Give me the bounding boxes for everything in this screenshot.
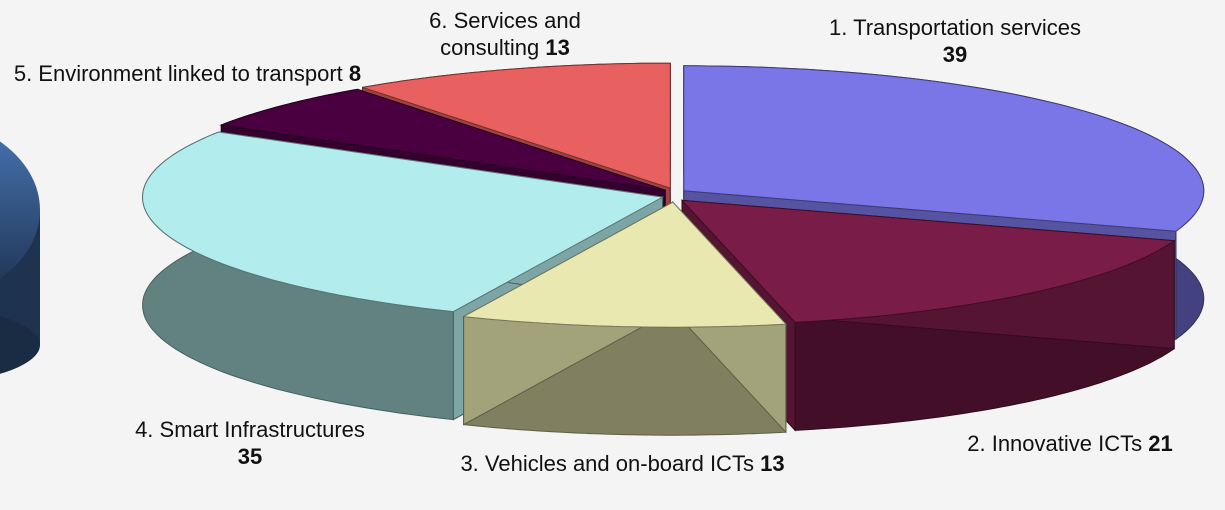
slice-label: 1. Transportation services 39	[765, 14, 1145, 68]
slice-name: 2. Innovative ICTs	[967, 431, 1143, 456]
slice	[680, 199, 1176, 323]
slice	[142, 131, 665, 313]
slice-label: 3. Vehicles and on-board ICTs 13	[430, 450, 815, 477]
slice-label: 2. Innovative ICTs 21	[880, 430, 1225, 457]
slice-name: 4. Smart Infrastructures	[135, 417, 365, 442]
decor-pie-top	[0, 141, 40, 279]
decor-pie-side	[0, 316, 40, 374]
slice-label: 6. Services and consulting 13	[385, 7, 625, 61]
slice-label: 5. Environment linked to transport 8	[10, 60, 365, 87]
slice-label: 4. Smart Infrastructures 35	[60, 416, 440, 470]
slice-value: 35	[237, 444, 263, 469]
slice-value: 39	[942, 42, 968, 67]
slice	[683, 65, 1205, 232]
slice-value: 13	[545, 35, 570, 60]
slice-name: 6. Services and consulting	[429, 8, 581, 60]
slice	[219, 88, 666, 191]
slice-value: 8	[348, 61, 362, 86]
slice-name: 3. Vehicles and on-board ICTs	[460, 451, 754, 476]
slice-name: 5. Environment linked to transport	[13, 61, 343, 86]
slice-value: 13	[760, 451, 785, 476]
slice-name: 1. Transportation services	[829, 15, 1081, 40]
slice-value: 21	[1148, 431, 1173, 456]
slice	[362, 62, 671, 189]
slice	[461, 201, 787, 328]
